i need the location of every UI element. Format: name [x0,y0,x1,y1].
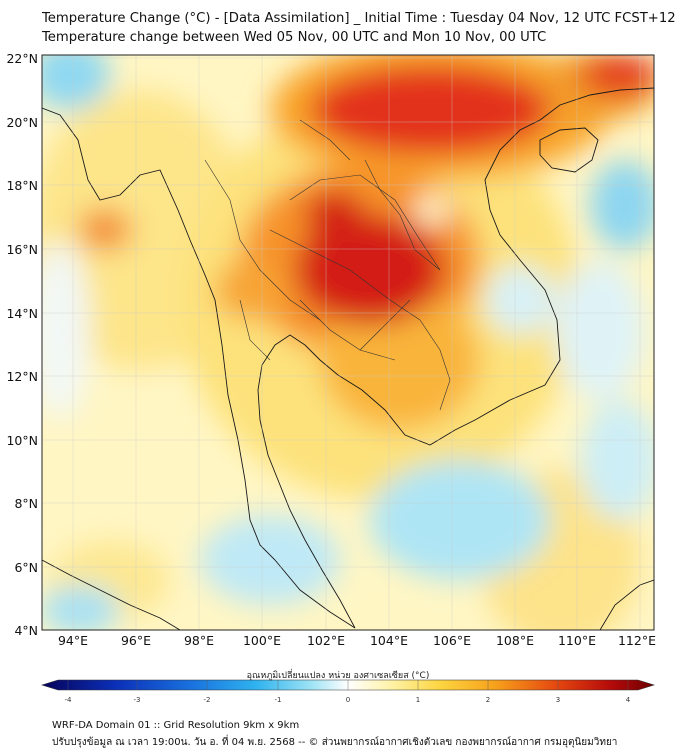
lon-label-110e: 110°E [557,633,596,648]
map-frame [41,54,655,631]
province-boundaries [204,119,451,411]
map-title-line1: Temperature Change (°C) - [Data Assimila… [42,11,676,26]
colorbar-tick: 1 [415,696,421,704]
footer-line1: WRF-DA Domain 01 :: Grid Resolution 9km … [52,720,300,731]
colorbar-tick: 4 [625,696,631,704]
lon-label-106e: 106°E [432,633,471,648]
lat-label-10n: 10°N [6,433,38,448]
lat-label-14n: 14°N [6,306,38,321]
lon-label-98e: 98°E [183,633,215,648]
lat-label-4n: 4°N [14,623,38,638]
lon-label-104e: 104°E [369,633,408,648]
lon-label-108e: 108°E [495,633,534,648]
lat-label-22n: 22°N [6,51,38,66]
lon-label-100e: 100°E [242,633,281,648]
lat-label-16n: 16°N [6,242,38,257]
lat-label-6n: 6°N [14,560,38,575]
graticule [42,55,654,630]
colorbar [40,679,656,691]
lon-label-94e: 94°E [57,633,89,648]
colorbar-tick: 0 [345,696,351,704]
map-title-line2: Temperature change between Wed 05 Nov, 0… [42,30,547,45]
colorbar-tick: -4 [64,696,72,704]
lon-label-96e: 96°E [120,633,152,648]
temperature-field [42,55,654,630]
colorbar-label: อุณหภูมิเปลี่ยนแปลง หน่วย องศาเซลเซียส (… [246,671,430,681]
colorbar-tick: -3 [133,696,141,704]
colorbar-tick: 2 [485,696,491,704]
colorbar-tick: -1 [274,696,282,704]
lon-label-112e: 112°E [617,633,656,648]
colorbar-tick: -2 [203,696,211,704]
lon-label-102e: 102°E [306,633,345,648]
lat-label-8n: 8°N [14,496,38,511]
lat-label-20n: 20°N [6,115,38,130]
coastlines [42,87,654,630]
lat-label-18n: 18°N [6,178,38,193]
colorbar-tick: 3 [555,696,561,704]
lat-label-12n: 12°N [6,369,38,384]
footer-line2: ปรับปรุงข้อมูล ณ เวลา 19:00น. วัน อ. ที่… [52,737,618,748]
